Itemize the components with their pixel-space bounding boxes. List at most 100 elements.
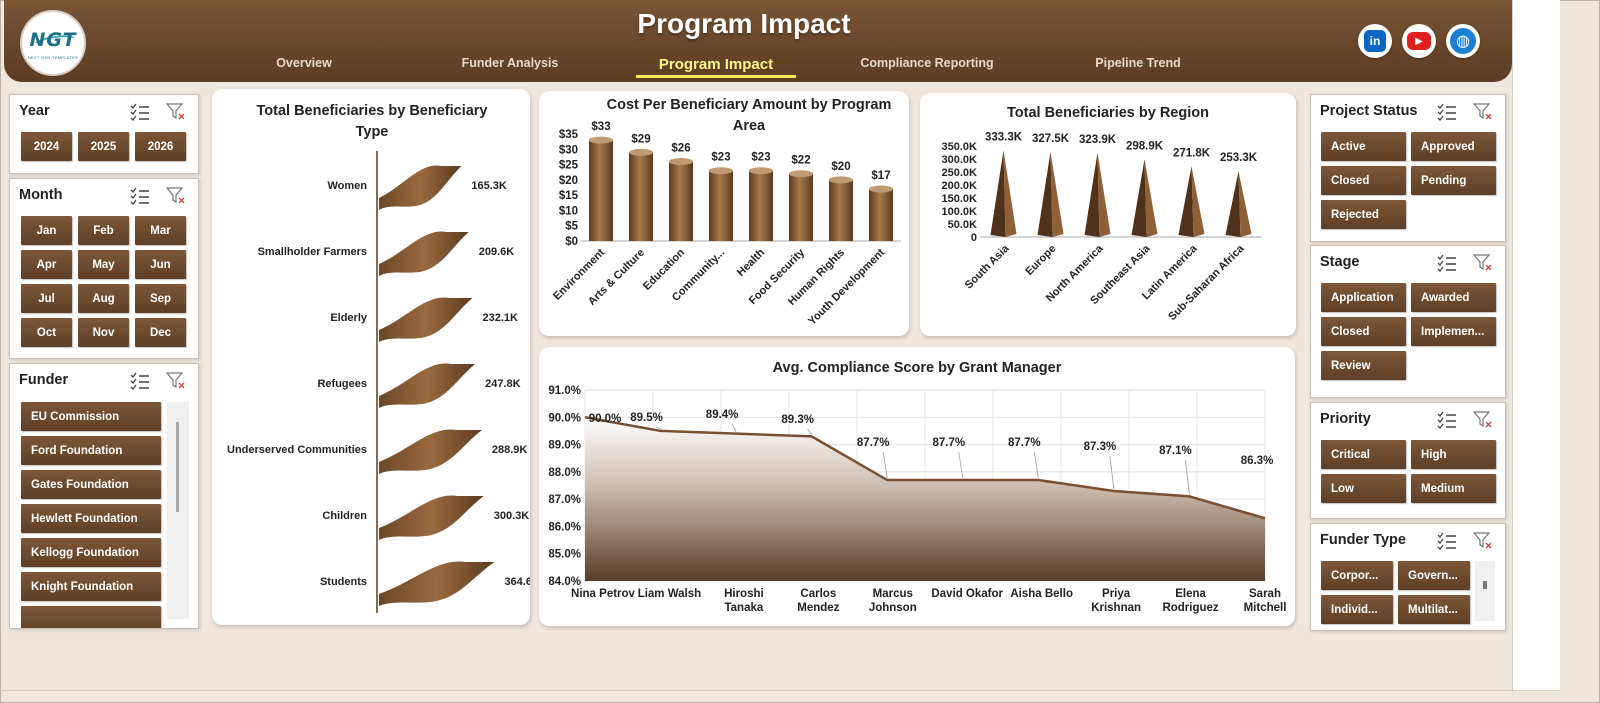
pyramid-right-face	[1050, 151, 1064, 237]
slicer-item[interactable]: Critical	[1321, 440, 1406, 469]
data-label: 253.3K	[1220, 152, 1258, 164]
youtube-button[interactable]: ▶	[1402, 24, 1436, 58]
slicer-item[interactable]: Review	[1321, 351, 1406, 380]
slicer-item-month[interactable]: Feb	[78, 216, 129, 245]
slicer-item-funder[interactable]: Gates Foundation	[21, 470, 161, 499]
clear-filter-icon[interactable]	[166, 372, 186, 390]
globe-icon: ◍	[1450, 28, 1476, 54]
multi-select-icon[interactable]	[1437, 254, 1457, 272]
data-label: 89.4%	[706, 409, 739, 421]
bar-top	[869, 185, 893, 193]
slicer-item-month[interactable]: Jun	[135, 250, 186, 279]
y-tick-label: 0	[971, 232, 977, 244]
multi-select-icon[interactable]	[1437, 532, 1457, 550]
multi-select-icon[interactable]	[130, 103, 150, 121]
bar-mark	[379, 495, 484, 540]
data-label: 90.0%	[589, 413, 622, 425]
multi-select-icon[interactable]	[130, 372, 150, 390]
page-title: Program Impact	[637, 8, 851, 39]
slicer-priority: Priority Critical High Low Medium	[1310, 402, 1506, 519]
data-label: 87.7%	[857, 437, 890, 449]
y-tick-label: 88.0%	[548, 467, 581, 479]
slicer-item-funder[interactable]	[21, 606, 161, 628]
data-label: 209.6K	[479, 246, 515, 258]
slicer-item-month[interactable]: Aug	[78, 284, 129, 313]
tab-funder-analysis[interactable]: Funder Analysis	[461, 56, 559, 70]
slicer-item-funder[interactable]: Ford Foundation	[21, 436, 161, 465]
slicer-item[interactable]: High	[1411, 440, 1496, 469]
pyramid-right-face	[1097, 152, 1111, 237]
slicer-item-month[interactable]: Apr	[21, 250, 72, 279]
slicer-item[interactable]: Implemen...	[1411, 317, 1496, 346]
multi-select-icon[interactable]	[1437, 103, 1457, 121]
y-tick-label: 50.0K	[948, 219, 977, 231]
slicer-item-funder[interactable]: EU Commission	[21, 402, 161, 431]
slicer-item[interactable]: Pending	[1411, 166, 1496, 195]
slicer-item[interactable]: 2026	[135, 132, 186, 161]
slicer-item[interactable]: Govern...	[1398, 561, 1470, 590]
category-label: Health	[735, 246, 767, 278]
slicer-item[interactable]: 2024	[21, 132, 72, 161]
slicer-item[interactable]: Application	[1321, 283, 1406, 312]
slicer-item-month[interactable]: Jul	[21, 284, 72, 313]
slicer-item[interactable]: 2025	[78, 132, 129, 161]
slicer-item-funder[interactable]: Knight Foundation	[21, 572, 161, 601]
tab-program-impact[interactable]: Program Impact	[658, 56, 774, 73]
scrollbar-thumb[interactable]	[1483, 581, 1487, 589]
y-tick-label: $15	[559, 190, 579, 202]
clear-filter-icon[interactable]	[1473, 411, 1493, 429]
y-tick-label: $5	[565, 221, 578, 233]
slicer-title: Funder	[19, 372, 69, 388]
slicer-item[interactable]: Medium	[1411, 474, 1496, 503]
slicer-item-funder[interactable]: Hewlett Foundation	[21, 504, 161, 533]
clear-filter-icon[interactable]	[166, 103, 186, 121]
slicer-item[interactable]: Closed	[1321, 317, 1406, 346]
funder-scrollbar[interactable]	[167, 402, 189, 619]
slicer-item-month[interactable]: Oct	[21, 318, 72, 347]
chart-title: Total Beneficiaries by Region	[1007, 105, 1209, 121]
linkedin-button[interactable]: in	[1358, 24, 1392, 58]
slicer-item[interactable]: Closed	[1321, 166, 1406, 195]
y-tick-label: 300.0K	[942, 154, 978, 166]
slicer-item-month[interactable]: Sep	[135, 284, 186, 313]
multi-select-icon[interactable]	[130, 187, 150, 205]
y-tick-label: $20	[559, 175, 578, 187]
funder-type-scrollbar[interactable]	[1475, 561, 1495, 621]
tab-compliance-reporting[interactable]: Compliance Reporting	[860, 56, 994, 70]
slicer-item-funder[interactable]: Kellogg Foundation	[21, 538, 161, 567]
website-button[interactable]: ◍	[1446, 24, 1480, 58]
slicer-item[interactable]: Approved	[1411, 132, 1496, 161]
category-label: Refugees	[317, 378, 367, 390]
slicer-item[interactable]: Multilat...	[1398, 595, 1470, 624]
slicer-item-month[interactable]: Dec	[135, 318, 186, 347]
slicer-item-month[interactable]: Nov	[78, 318, 129, 347]
clear-filter-icon[interactable]	[1473, 103, 1493, 121]
tab-pipeline-trend[interactable]: Pipeline Trend	[1095, 56, 1181, 70]
bar-mark	[379, 561, 495, 606]
data-label: 89.3%	[781, 414, 814, 426]
slicer-item[interactable]: Awarded	[1411, 283, 1496, 312]
right-margin	[1512, 0, 1560, 690]
slicer-item[interactable]: Rejected	[1321, 200, 1406, 229]
slicer-item[interactable]: Active	[1321, 132, 1406, 161]
data-label: 89.5%	[630, 412, 663, 424]
pyramid-right-face	[1003, 150, 1017, 237]
slicer-item-month[interactable]: Mar	[135, 216, 186, 245]
bar	[829, 179, 853, 241]
slicer-item-month[interactable]: May	[78, 250, 129, 279]
clear-filter-icon[interactable]	[1473, 254, 1493, 272]
slicer-item-month[interactable]: Jan	[21, 216, 72, 245]
clear-filter-icon[interactable]	[166, 187, 186, 205]
category-label: Underserved Communities	[227, 444, 367, 456]
tab-overview[interactable]: Overview	[276, 56, 332, 70]
clear-filter-icon[interactable]	[1473, 532, 1493, 550]
slicer-item[interactable]: Corpor...	[1321, 561, 1393, 590]
slicer-item[interactable]: Low	[1321, 474, 1406, 503]
scrollbar-thumb[interactable]	[176, 422, 179, 512]
slicer-item[interactable]: Individ...	[1321, 595, 1393, 624]
chart-title: Total Beneficiaries by Beneficiary Type	[256, 103, 488, 140]
bar	[869, 189, 893, 241]
chart-card-region: Total Beneficiaries by Region 0 50.0K 100.…	[920, 93, 1296, 336]
multi-select-icon[interactable]	[1437, 411, 1457, 429]
youtube-icon: ▶	[1407, 32, 1431, 50]
